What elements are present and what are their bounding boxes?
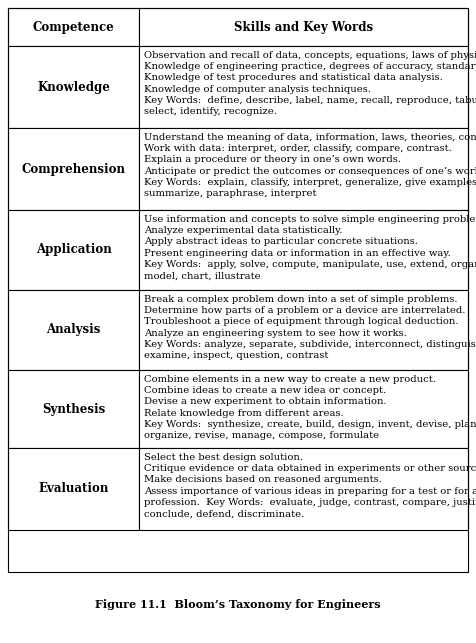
Bar <box>139 448 468 530</box>
Text: Use information and concepts to solve simple engineering problems.
Analyze exper: Use information and concepts to solve si… <box>144 215 476 280</box>
Text: Select the best design solution.
Critique evidence or data obtained in experimen: Select the best design solution. Critiqu… <box>144 453 476 518</box>
Bar <box>8 370 139 448</box>
Text: Understand the meaning of data, information, laws, theories, concepts.
Work with: Understand the meaning of data, informat… <box>144 133 476 198</box>
Bar <box>139 370 468 448</box>
Bar <box>139 210 468 290</box>
Bar <box>8 8 139 46</box>
Bar <box>139 46 468 128</box>
Bar <box>8 210 139 290</box>
Text: Figure 11.1  Bloom’s Taxonomy for Engineers: Figure 11.1 Bloom’s Taxonomy for Enginee… <box>95 599 381 610</box>
Text: Competence: Competence <box>33 21 114 33</box>
Bar <box>139 128 468 210</box>
Text: Synthesis: Synthesis <box>42 403 105 415</box>
Bar <box>139 8 468 46</box>
Text: Break a complex problem down into a set of simple problems.
Determine how parts : Break a complex problem down into a set … <box>144 295 476 360</box>
Bar <box>8 290 139 370</box>
Text: Comprehension: Comprehension <box>21 163 126 176</box>
Text: Combine elements in a new way to create a new product.
Combine ideas to create a: Combine elements in a new way to create … <box>144 375 476 440</box>
Text: Evaluation: Evaluation <box>39 482 109 496</box>
Text: Skills and Key Words: Skills and Key Words <box>234 21 373 33</box>
Text: Application: Application <box>36 244 111 257</box>
Bar <box>8 448 139 530</box>
Text: Knowledge: Knowledge <box>37 80 110 93</box>
Bar <box>8 8 468 572</box>
Bar <box>139 290 468 370</box>
Bar <box>8 128 139 210</box>
Bar <box>8 46 139 128</box>
Text: Analysis: Analysis <box>46 323 101 336</box>
Text: Observation and recall of data, concepts, equations, laws of physics.
Knowledge : Observation and recall of data, concepts… <box>144 51 476 116</box>
